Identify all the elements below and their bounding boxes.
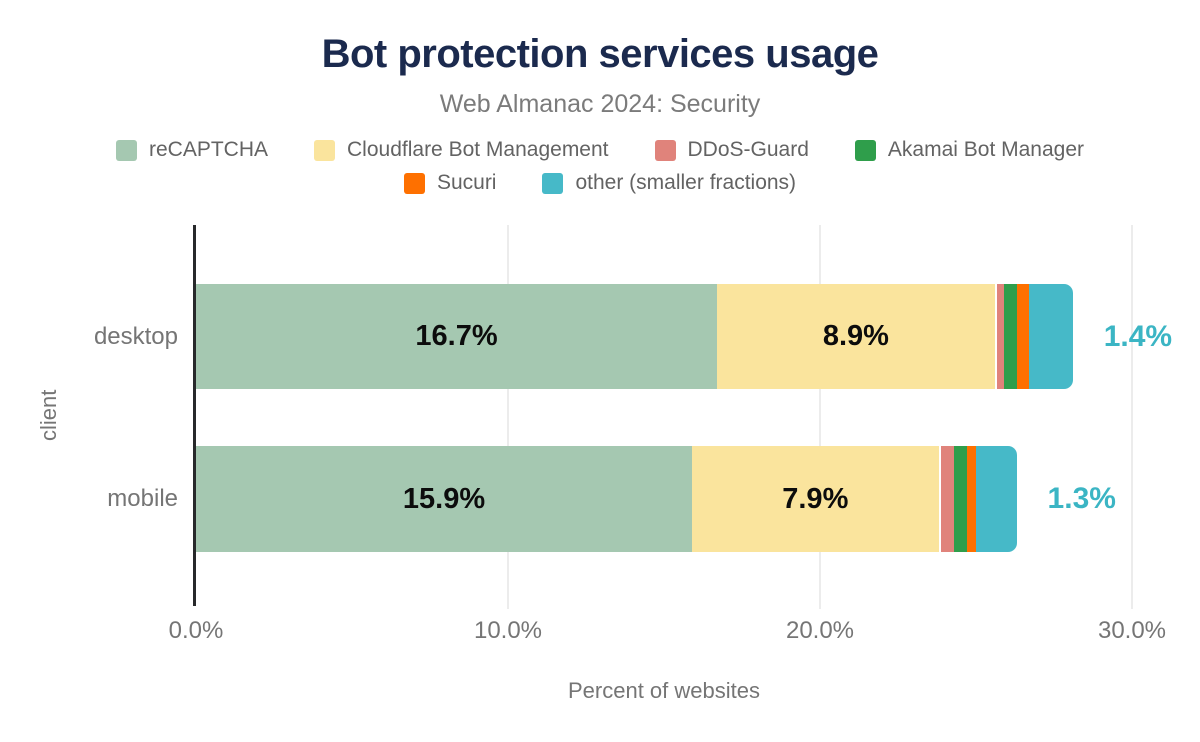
- gridline-10: [507, 225, 509, 609]
- bar-segment-desktop-cloudflare-bot-management[interactable]: 8.9%: [717, 284, 995, 389]
- legend-label: Akamai Bot Manager: [887, 138, 1085, 161]
- legend-row-2: Sucuri other (smaller fractions): [403, 171, 796, 195]
- legend-swatch-recaptcha-icon: [115, 139, 137, 161]
- category-label-mobile: mobile: [107, 485, 178, 512]
- x-tick-20: 20.0%: [785, 617, 855, 644]
- bar-mobile: 15.9% 7.9%: [196, 446, 1017, 552]
- legend-swatch-other-smaller-fractions-icon: [542, 172, 564, 194]
- gridline-30: [1131, 225, 1133, 609]
- x-tick-10: 10.0%: [473, 617, 543, 644]
- bar-segment-mobile-cloudflare-bot-management[interactable]: 7.9%: [692, 446, 939, 552]
- x-tick-30: 30.0%: [1097, 617, 1167, 644]
- legend-label: Sucuri: [436, 171, 497, 194]
- legend-item-other-smaller-fractions[interactable]: other (smaller fractions): [542, 171, 796, 195]
- bar-segment-desktop-sucuri[interactable]: [1016, 284, 1029, 389]
- legend-item-ddos-guard[interactable]: DDoS-Guard: [654, 138, 809, 162]
- plot-area: 16.7% 8.9% 1.4% 15.9% 7.9% 1.3%: [193, 225, 1172, 609]
- bar-segment-mobile-recaptcha[interactable]: 15.9%: [196, 446, 693, 552]
- legend-item-recaptcha[interactable]: reCAPTCHA: [115, 138, 269, 162]
- y-axis-line: [193, 225, 196, 606]
- legend: reCAPTCHA Cloudflare Bot Management DDoS-G…: [0, 138, 1200, 195]
- legend-label: DDoS-Guard: [687, 138, 809, 161]
- value-label-desktop-other: 1.4%: [1103, 319, 1173, 353]
- value-label-mobile-cloudflare-bot-management: 7.9%: [782, 482, 849, 515]
- legend-label: other (smaller fractions): [575, 171, 797, 194]
- bar-segment-mobile-other-smaller-fractions[interactable]: [975, 446, 1017, 552]
- legend-swatch-cloudflare-bot-management-icon: [314, 139, 336, 161]
- bar-segment-mobile-akamai-bot-manager[interactable]: [954, 446, 967, 552]
- legend-swatch-sucuri-icon: [403, 172, 425, 194]
- bar-segment-desktop-ddos-guard[interactable]: [994, 284, 1005, 389]
- bar-desktop: 16.7% 8.9%: [196, 284, 1073, 389]
- x-axis-title: Percent of websites: [568, 678, 760, 703]
- x-tick-0: 0.0%: [168, 617, 224, 644]
- legend-item-sucuri[interactable]: Sucuri: [403, 171, 497, 195]
- bar-segment-desktop-other-smaller-fractions[interactable]: [1029, 284, 1073, 389]
- bar-segment-mobile-ddos-guard[interactable]: [938, 446, 955, 552]
- bar-segment-mobile-sucuri[interactable]: [966, 446, 976, 552]
- y-axis-title: client: [36, 389, 61, 441]
- chart-subtitle: Web Almanac 2024: Security: [439, 90, 761, 118]
- legend-row-1: reCAPTCHA Cloudflare Bot Management DDoS-G…: [115, 138, 1085, 162]
- value-label-desktop-cloudflare-bot-management: 8.9%: [822, 320, 889, 352]
- legend-swatch-akamai-bot-manager-icon: [854, 139, 876, 161]
- legend-label: Cloudflare Bot Management: [347, 138, 609, 161]
- value-label-mobile-recaptcha: 15.9%: [402, 482, 486, 515]
- chart-title: Bot protection services usage: [321, 32, 879, 76]
- legend-item-akamai-bot-manager[interactable]: Akamai Bot Manager: [854, 138, 1085, 162]
- legend-swatch-ddos-guard-icon: [654, 139, 676, 161]
- bar-segment-desktop-recaptcha[interactable]: 16.7%: [196, 284, 718, 389]
- value-label-desktop-recaptcha: 16.7%: [415, 320, 498, 352]
- legend-label: reCAPTCHA: [148, 138, 269, 161]
- category-label-desktop: desktop: [93, 322, 178, 350]
- legend-item-cloudflare-bot-management[interactable]: Cloudflare Bot Management: [314, 138, 609, 162]
- gridline-20: [819, 225, 821, 609]
- value-label-mobile-other: 1.3%: [1047, 482, 1116, 515]
- bar-segment-desktop-akamai-bot-manager[interactable]: [1004, 284, 1017, 389]
